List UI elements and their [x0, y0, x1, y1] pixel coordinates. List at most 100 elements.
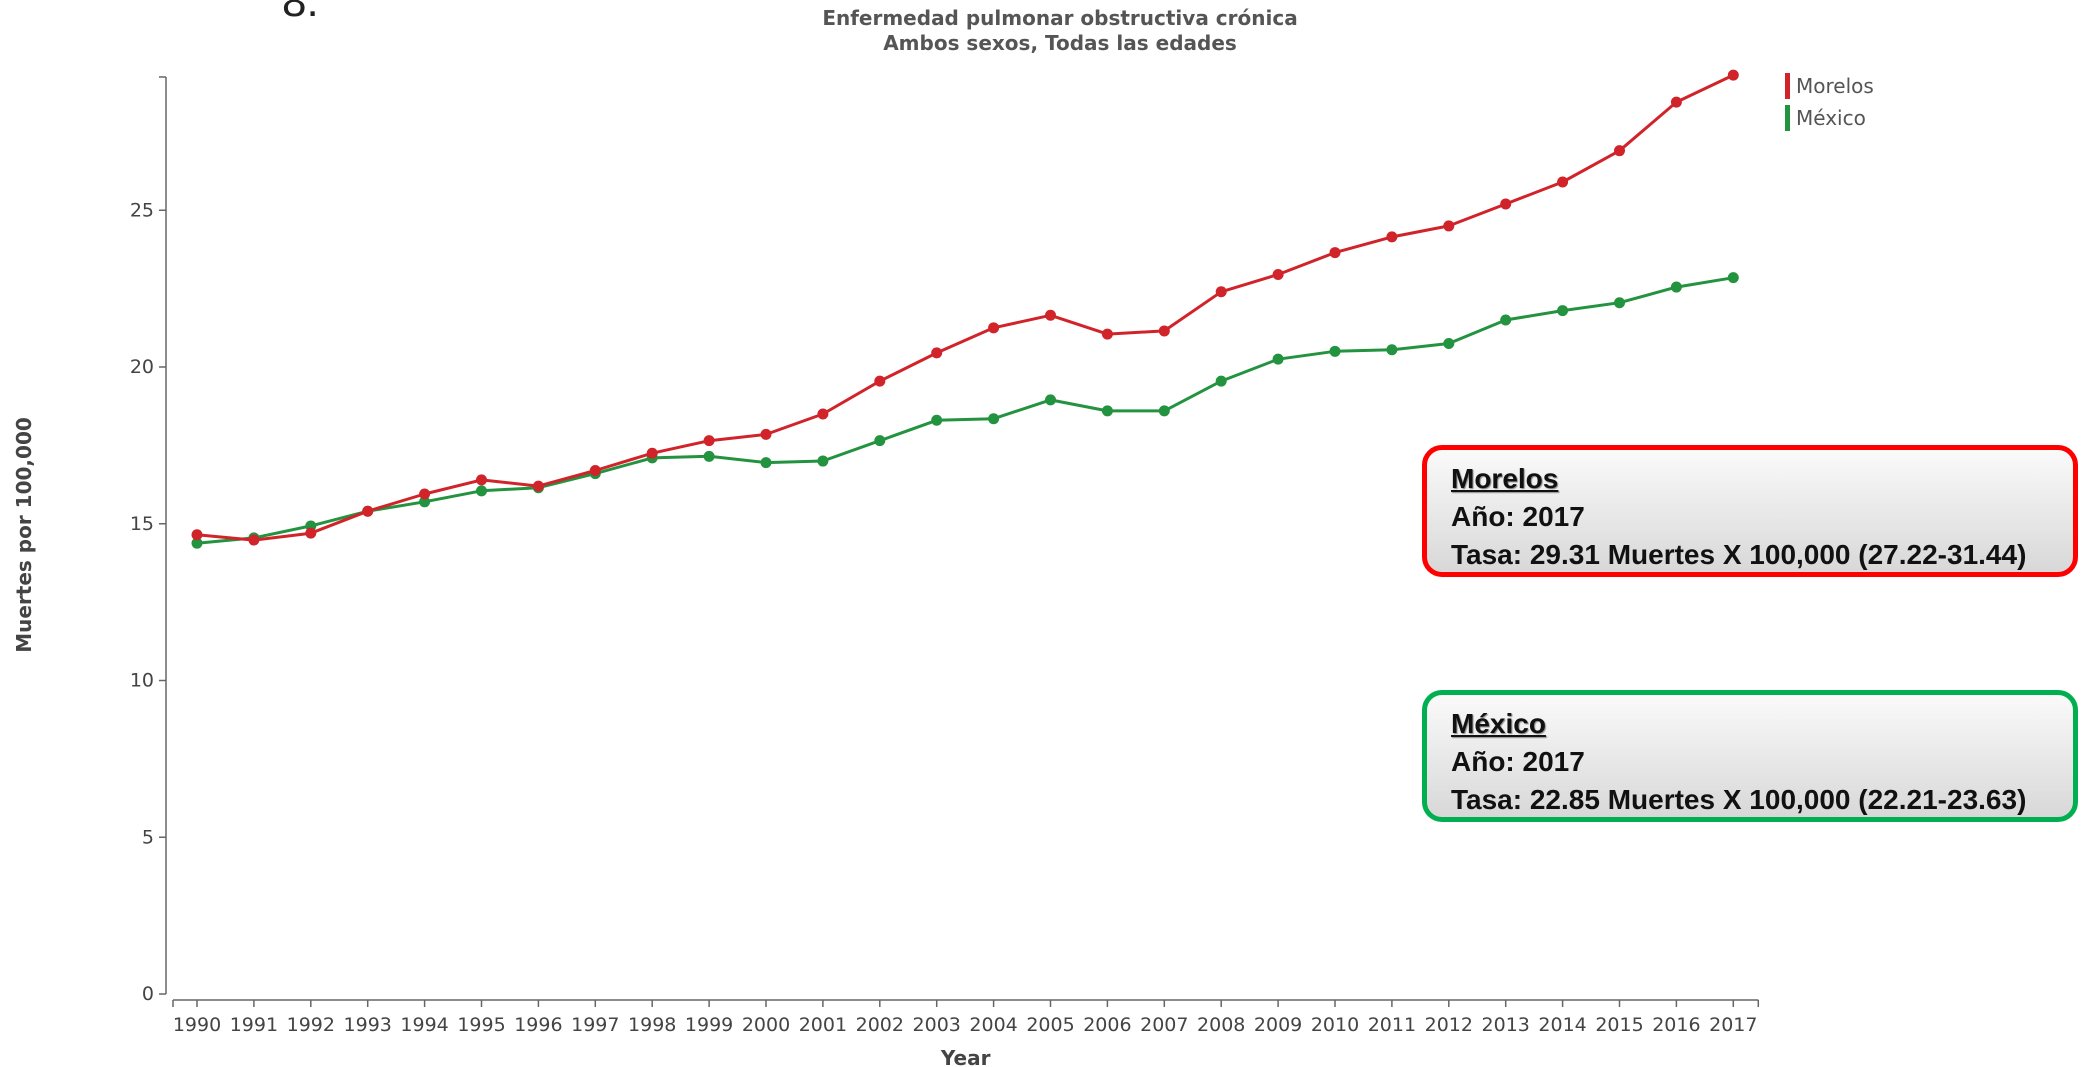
legend-item-morelos[interactable]: Morelos	[1785, 70, 1874, 102]
data-point-morelos	[476, 474, 487, 486]
data-point-morelos	[532, 480, 544, 492]
data-point-morelos	[589, 464, 601, 476]
chart-series	[191, 69, 1739, 549]
data-point-mexico	[703, 450, 715, 462]
y-axis-title: Muertes por 100,000	[12, 417, 36, 653]
data-point-morelos	[1215, 286, 1227, 298]
x-tick-label: 2005	[1026, 1014, 1074, 1036]
data-point-morelos	[248, 534, 260, 546]
legend-item-mexico[interactable]: México	[1785, 102, 1874, 134]
data-point-mexico	[1101, 405, 1113, 417]
x-tick-label: 2001	[799, 1014, 847, 1036]
x-tick-label: 1992	[287, 1014, 335, 1036]
data-point-mexico	[1500, 314, 1512, 326]
data-point-mexico	[1386, 344, 1398, 356]
x-tick-label: 2000	[742, 1014, 790, 1036]
legend-swatch-mexico	[1785, 105, 1790, 131]
data-point-mexico	[817, 455, 829, 467]
data-point-mexico	[1557, 305, 1569, 317]
y-tick-label: 15	[130, 513, 154, 535]
y-tick-label: 25	[130, 199, 154, 221]
x-tick-label: 1999	[685, 1014, 733, 1036]
x-tick-label: 1993	[344, 1014, 392, 1036]
callout-mexico-name: México	[1451, 708, 1546, 739]
x-tick-label: 2016	[1652, 1014, 1700, 1036]
data-point-mexico	[1329, 345, 1341, 357]
y-tick-label: 5	[142, 826, 154, 848]
x-tick-label: 1990	[173, 1014, 221, 1036]
data-point-morelos	[305, 527, 317, 539]
data-point-mexico	[874, 435, 886, 447]
data-point-morelos	[1557, 176, 1569, 188]
y-tick-label: 20	[130, 356, 154, 378]
x-tick-label: 2010	[1311, 1014, 1359, 1036]
data-point-morelos	[1500, 198, 1512, 210]
data-point-mexico	[419, 496, 431, 508]
chart-legend: Morelos México	[1785, 70, 1874, 134]
tooltip-callout-morelos: Morelos Año: 2017 Tasa: 29.31 Muertes X …	[1422, 445, 2078, 577]
callout-morelos-name: Morelos	[1451, 463, 1559, 494]
legend-swatch-morelos	[1785, 73, 1790, 99]
data-point-mexico	[1215, 375, 1227, 387]
x-tick-label: 2009	[1254, 1014, 1302, 1036]
data-point-morelos	[1443, 220, 1455, 232]
x-axis-title: Year	[940, 1046, 991, 1067]
data-point-mexico	[1272, 353, 1284, 365]
data-point-mexico	[1727, 272, 1739, 284]
data-point-morelos	[988, 322, 1000, 334]
y-tick-label: 10	[130, 670, 154, 692]
data-point-morelos	[1045, 309, 1056, 321]
x-tick-label: 1997	[571, 1014, 619, 1036]
data-point-mexico	[476, 485, 487, 497]
chart-title: Enfermedad pulmonar obstructiva crónica	[822, 6, 1298, 30]
data-point-morelos	[646, 447, 658, 459]
x-tick-label: 2003	[913, 1014, 961, 1036]
x-tick-label: 2002	[856, 1014, 904, 1036]
x-tick-label: 1991	[230, 1014, 278, 1036]
data-point-morelos	[760, 428, 772, 440]
series-line-mexico	[196, 276, 1734, 545]
data-point-mexico	[988, 413, 1000, 425]
data-point-morelos	[874, 375, 886, 387]
callout-mexico-year: Año: 2017	[1451, 746, 1585, 777]
x-tick-label: 1998	[628, 1014, 676, 1036]
legend-label-morelos: Morelos	[1796, 74, 1874, 98]
data-point-morelos	[817, 408, 829, 420]
data-point-mexico	[1443, 337, 1455, 349]
x-tick-label: 1994	[400, 1014, 448, 1036]
data-point-morelos	[1386, 231, 1398, 243]
callout-morelos-year: Año: 2017	[1451, 501, 1585, 532]
tooltip-callout-mexico: México Año: 2017 Tasa: 22.85 Muertes X 1…	[1422, 690, 2078, 822]
x-tick-label: 2012	[1425, 1014, 1473, 1036]
data-point-morelos	[191, 529, 203, 541]
x-tick-label: 2013	[1482, 1014, 1530, 1036]
data-point-morelos	[1101, 328, 1113, 340]
x-tick-label: 2017	[1709, 1014, 1757, 1036]
callout-mexico-rate: Tasa: 22.85 Muertes X 100,000 (22.21-23.…	[1451, 784, 2027, 815]
data-point-morelos	[703, 435, 715, 447]
data-point-morelos	[362, 505, 374, 517]
x-tick-label: 1996	[514, 1014, 562, 1036]
chart-title-block: Enfermedad pulmonar obstructiva crónica …	[0, 6, 2084, 56]
chart-axes: 0 5 10 15 20 25 1990 1991 1992 1993 1994 1995 1996 19…	[12, 76, 1760, 1067]
data-point-morelos	[931, 347, 943, 359]
data-point-mexico	[1158, 405, 1170, 417]
data-point-morelos	[1272, 269, 1284, 281]
legend-label-mexico: México	[1796, 106, 1866, 130]
data-point-mexico	[931, 414, 943, 426]
x-tick-label: 2011	[1368, 1014, 1416, 1036]
series-line-morelos	[196, 73, 1734, 542]
x-tick-label: 2004	[969, 1014, 1017, 1036]
y-tick-label: 0	[142, 983, 154, 1005]
x-tick-label: 2006	[1083, 1014, 1131, 1036]
data-point-mexico	[1614, 297, 1625, 309]
data-point-morelos	[1670, 96, 1682, 108]
data-point-morelos	[1158, 325, 1170, 337]
x-tick-label: 2007	[1140, 1014, 1188, 1036]
x-tick-label: 2014	[1538, 1014, 1586, 1036]
data-point-mexico	[1670, 281, 1682, 293]
data-point-morelos	[419, 488, 431, 500]
data-point-morelos	[1614, 145, 1625, 157]
data-point-morelos	[1329, 247, 1341, 259]
